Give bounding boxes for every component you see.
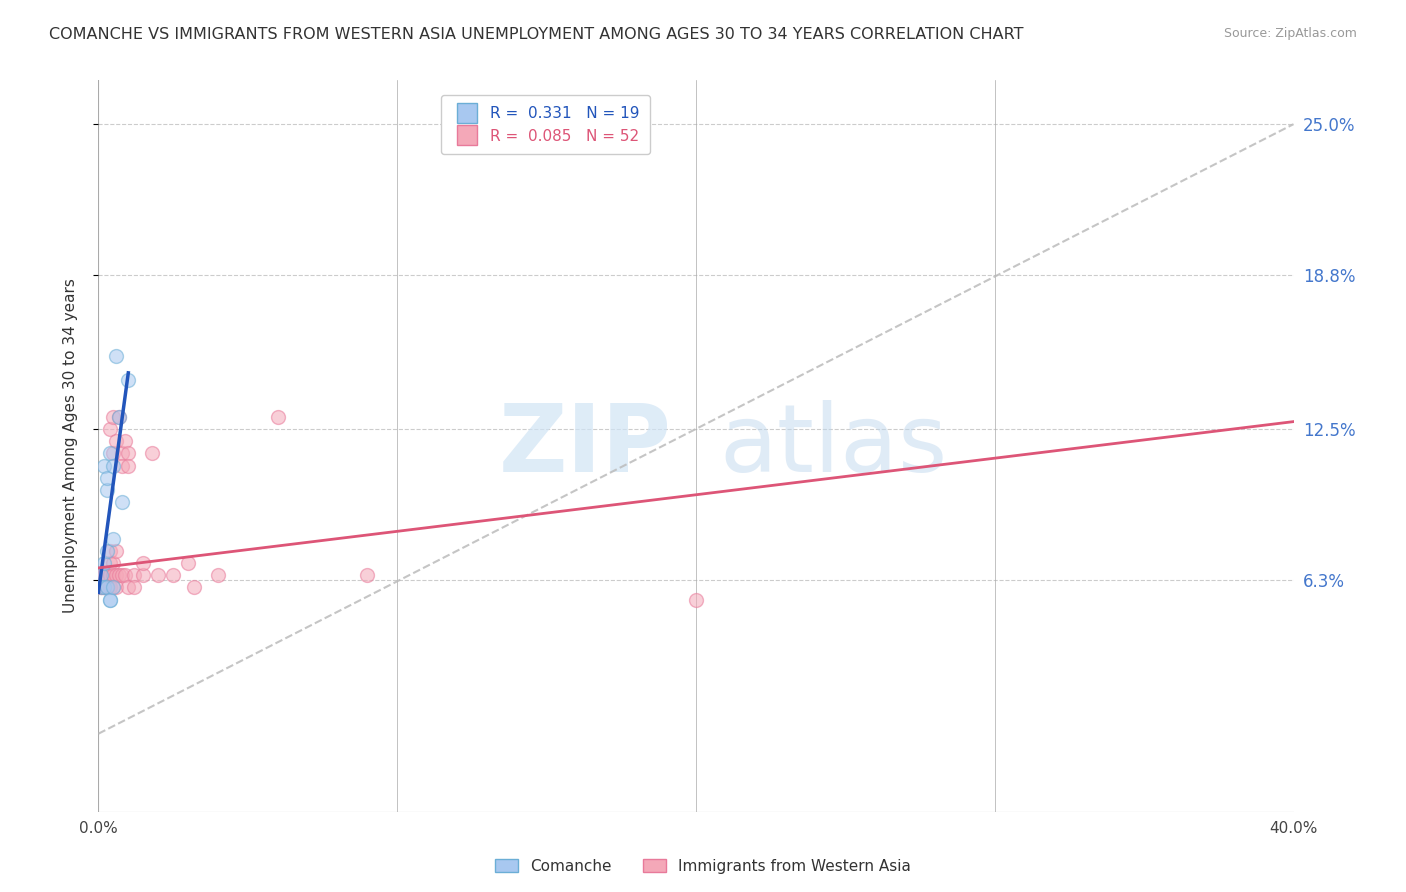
Point [177, 556, 200, 570]
Legend: R =  0.331   N = 19, R =  0.085   N = 52: R = 0.331 N = 19, R = 0.085 N = 52 [440, 95, 650, 154]
Point [685, 592, 707, 607]
Point [105, 349, 128, 363]
Text: atlas: atlas [720, 400, 948, 492]
Point [117, 458, 139, 473]
Point [117, 446, 139, 460]
Point [111, 458, 134, 473]
Point [103, 446, 125, 460]
Point [93, 581, 115, 595]
Point [105, 544, 128, 558]
Point [90, 581, 112, 595]
Point [105, 581, 128, 595]
Point [103, 556, 125, 570]
Point [108, 409, 131, 424]
Point [90, 568, 112, 582]
Point [93, 581, 115, 595]
Point [96, 544, 118, 558]
Point [207, 568, 229, 582]
Point [132, 556, 155, 570]
Y-axis label: Unemployment Among Ages 30 to 34 years: Unemployment Among Ages 30 to 34 years [63, 278, 77, 614]
Point [111, 568, 134, 582]
Point [183, 581, 205, 595]
Point [124, 581, 146, 595]
Point [105, 434, 128, 449]
Point [103, 581, 125, 595]
Point [148, 568, 170, 582]
Point [103, 409, 125, 424]
Point [98, 544, 122, 558]
Point [98, 446, 122, 460]
Point [93, 568, 115, 582]
Point [98, 581, 122, 595]
Point [98, 592, 122, 607]
Text: ZIP: ZIP [499, 400, 672, 492]
Point [93, 568, 115, 582]
Point [356, 568, 378, 582]
Point [90, 581, 112, 595]
Point [93, 581, 115, 595]
Point [114, 434, 136, 449]
Point [141, 446, 163, 460]
Point [162, 568, 184, 582]
Point [103, 568, 125, 582]
Point [267, 409, 290, 424]
Point [93, 458, 115, 473]
Point [96, 581, 118, 595]
Point [96, 568, 118, 582]
Point [117, 581, 139, 595]
Point [98, 556, 122, 570]
Point [96, 581, 118, 595]
Point [96, 581, 118, 595]
Point [96, 581, 118, 595]
Text: Source: ZipAtlas.com: Source: ZipAtlas.com [1223, 27, 1357, 40]
Point [117, 373, 139, 387]
Point [96, 568, 118, 582]
Text: COMANCHE VS IMMIGRANTS FROM WESTERN ASIA UNEMPLOYMENT AMONG AGES 30 TO 34 YEARS : COMANCHE VS IMMIGRANTS FROM WESTERN ASIA… [49, 27, 1024, 42]
Point [96, 471, 118, 485]
Point [96, 483, 118, 497]
Point [103, 458, 125, 473]
Point [98, 581, 122, 595]
Point [124, 568, 146, 582]
Point [111, 446, 134, 460]
Point [111, 495, 134, 509]
Point [105, 568, 128, 582]
Point [108, 568, 131, 582]
Point [93, 581, 115, 595]
Point [96, 581, 118, 595]
Point [93, 556, 115, 570]
Point [98, 568, 122, 582]
Point [132, 568, 155, 582]
Point [108, 409, 131, 424]
Point [114, 568, 136, 582]
Point [90, 581, 112, 595]
Point [98, 422, 122, 436]
Point [98, 592, 122, 607]
Point [103, 581, 125, 595]
Legend: Comanche, Immigrants from Western Asia: Comanche, Immigrants from Western Asia [489, 853, 917, 880]
Point [90, 568, 112, 582]
Point [103, 532, 125, 546]
